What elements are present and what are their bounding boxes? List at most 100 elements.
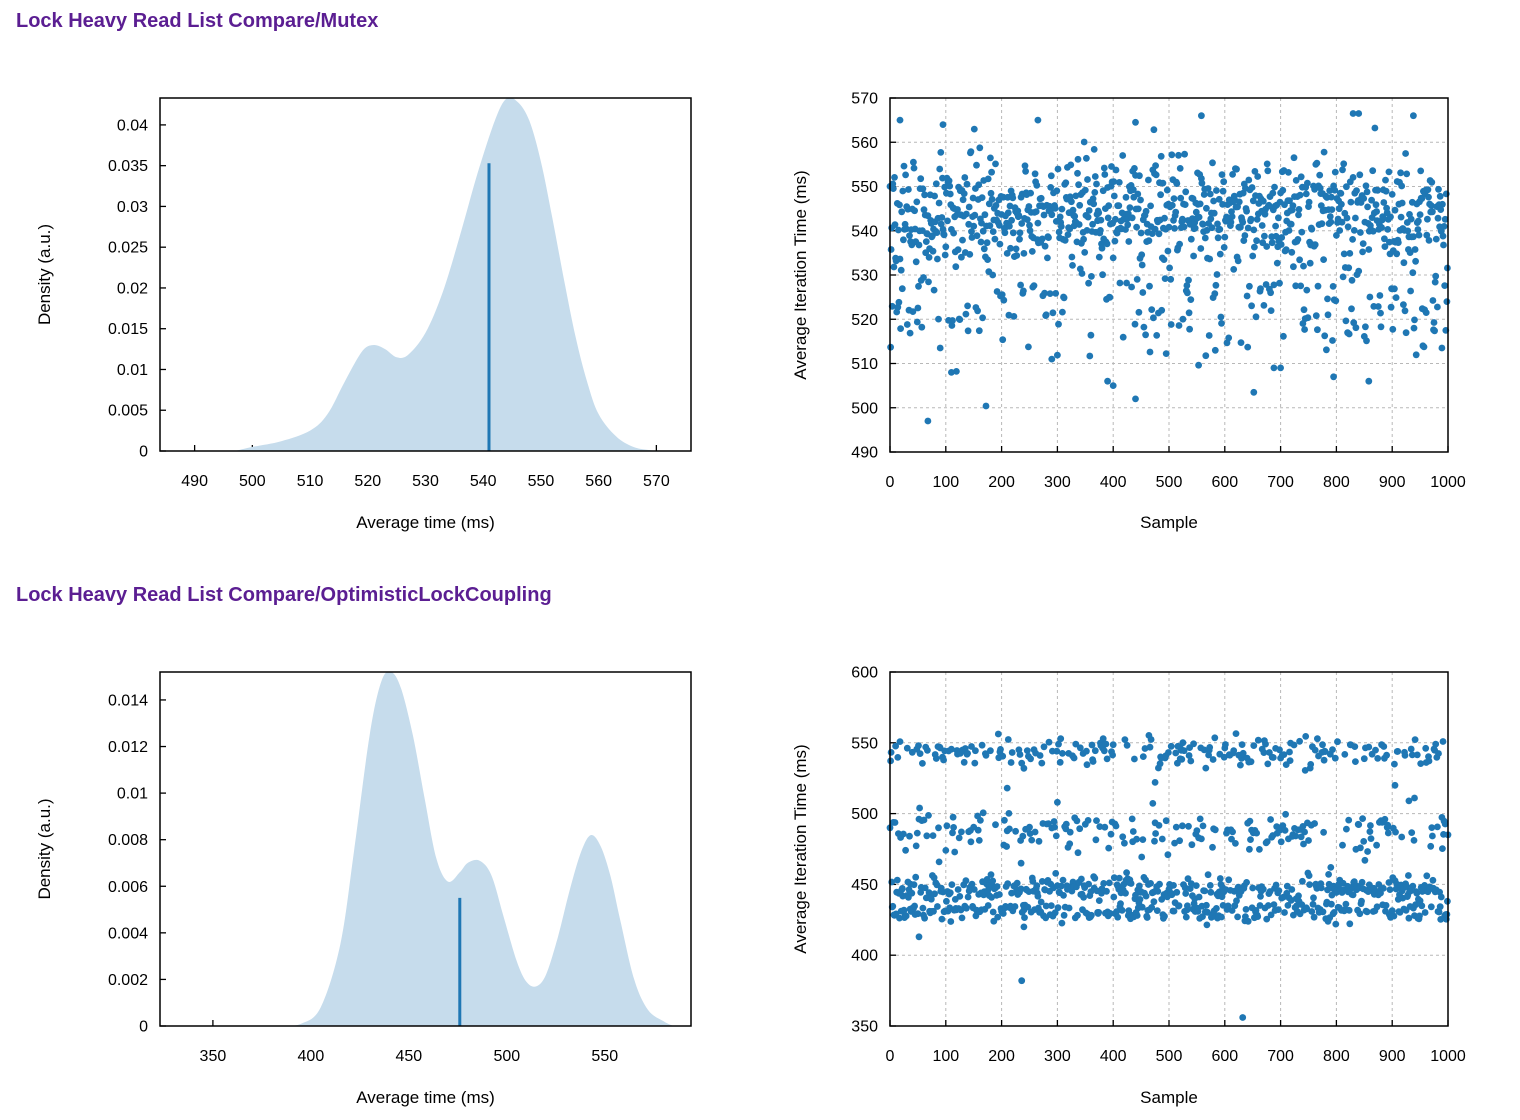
olc-scatter-point [1038,878,1046,885]
olc-scatter-point [1051,823,1058,831]
olc-scatter-frame [889,671,1449,1027]
olc-scatter-point [1264,902,1272,909]
olc-scatter-point [1242,906,1250,913]
mutex-pdf-ytick-label: 0.04 [117,117,148,134]
mutex-scatter-point [1146,282,1153,290]
mutex-scatter-point [989,271,997,279]
mutex-scatter-point [896,201,903,209]
mutex-scatter-point [1382,187,1390,195]
mutex-scatter-point [1184,289,1191,297]
olc-scatter-point [935,858,943,866]
mutex-scatter-point [1056,213,1064,221]
mutex-scatter-point [1346,250,1354,257]
mutex-scatter-point [1185,276,1192,284]
olc-scatter-point [1375,881,1383,888]
olc-scatter-point [1330,909,1338,916]
mutex-scatter-point [1440,241,1447,249]
mutex-scatter-point [1081,186,1089,194]
olc-scatter-point [919,904,927,912]
olc-scatter-point [1013,879,1021,887]
mutex-scatter-point [1214,234,1222,242]
mutex-scatter-point [931,192,938,200]
olc-scatter-point [1380,743,1388,750]
mutex-scatter-point [1348,305,1355,313]
mutex-scatter-point [1200,191,1208,198]
mutex-scatter-point [1198,112,1205,120]
mutex-scatter-point [1123,215,1131,223]
mutex-scatter-point [1085,279,1092,287]
olc-scatter-point [1314,735,1321,743]
olc-scatter-point [1156,760,1164,768]
mutex-scatter-point [1415,231,1423,239]
mutex-pdf-xtick-label: 510 [297,473,324,490]
mutex-scatter-point [1387,213,1394,221]
mutex-scatter-point [1243,207,1250,215]
olc-scatter-point [1193,827,1201,834]
mutex-scatter-point [1086,352,1094,360]
mutex-scatter-point [1163,186,1171,194]
mutex-scatter-point [982,402,990,410]
olc-pdf-frame [159,671,692,1027]
mutex-scatter-point [1142,331,1149,339]
mutex-scatter-point [1128,214,1136,222]
mutex-scatter-point [1202,352,1210,360]
olc-scatter-point [1310,894,1317,902]
mutex-scatter-point [1332,297,1340,305]
olc-scatter-point [1411,736,1419,743]
mutex-scatter-point [1363,188,1371,196]
olc-pdf-plot [281,671,674,1026]
olc-scatter-point [1083,747,1090,755]
olc-scatter-point [1401,752,1409,759]
mutex-scatter-point [1081,249,1089,256]
olc-scatter-point [1220,753,1228,761]
mutex-pdf-ytick-label: 0.015 [108,321,148,338]
olc-scatter-point [1232,840,1239,847]
mutex-scatter-point [1438,344,1446,352]
olc-scatter-point [1246,845,1253,853]
mutex-scatter-point [978,219,985,227]
mutex-scatter-point [1287,220,1295,228]
olc-scatter-point [1050,818,1058,825]
olc-scatter-xtick-label: 0 [886,1048,895,1065]
olc-scatter-point [1303,905,1311,913]
olc-pdf-ytick-label: 0.002 [108,972,148,989]
mutex-scatter-point [1089,195,1097,203]
olc-scatter-point [1429,876,1437,884]
mutex-scatter-point [1140,323,1148,331]
olc-scatter-point [1372,746,1379,754]
olc-scatter-point [1262,740,1269,748]
mutex-scatter-point [1296,191,1304,199]
olc-scatter-point [1398,833,1406,841]
olc-scatter-point [1320,756,1328,764]
olc-scatter-point [942,847,950,854]
olc-scatter-point [1139,753,1147,760]
mutex-scatter-point [1150,314,1157,322]
mutex-scatter-point [1381,235,1388,243]
mutex-scatter-point [1198,179,1206,187]
olc-scatter-point [1297,833,1305,841]
olc-scatter-point [915,742,922,749]
mutex-scatter-xtick-label: 500 [1156,474,1183,491]
olc-scatter-point [1408,751,1416,759]
olc-scatter-point [948,881,956,888]
olc-scatter-point [1109,741,1117,749]
mutex-scatter-point [970,222,978,230]
olc-scatter-point [1136,882,1143,890]
olc-pdf-density-area [281,671,674,1026]
mutex-scatter-point [1004,209,1012,217]
olc-scatter-point [1282,810,1289,818]
mutex-scatter-point [1099,271,1106,279]
mutex-scatter-point [1106,294,1114,301]
olc-scatter-point [1321,748,1329,755]
olc-scatter-point [908,889,916,897]
mutex-scatter-point [1055,320,1062,328]
olc-scatter-point [1300,840,1307,848]
olc-scatter-point [967,838,975,846]
olc-scatter-point [891,819,899,826]
mutex-scatter-point [1323,346,1330,354]
olc-scatter-point [1355,821,1363,828]
olc-scatter-point [912,873,920,881]
mutex-scatter-xtick-label: 0 [886,474,895,491]
mutex-scatter-xlabel: Sample [1140,513,1198,532]
olc-scatter-point [962,877,970,885]
